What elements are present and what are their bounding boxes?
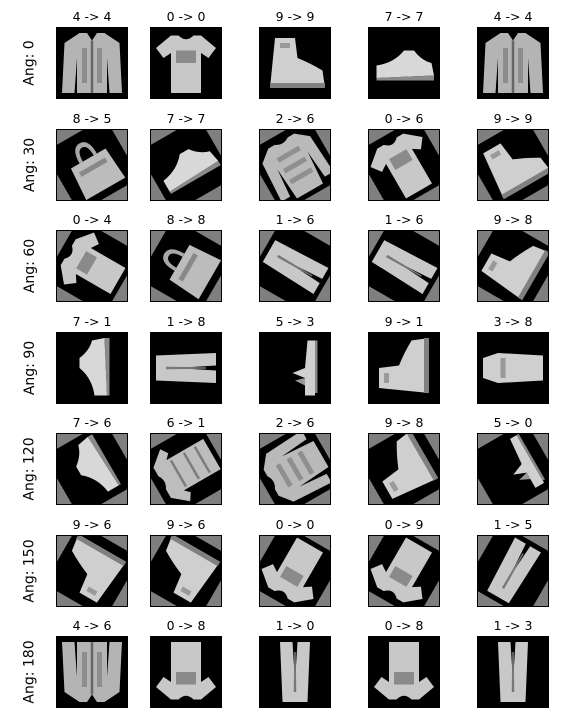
rotated-image-thumbnail [150,534,222,607]
rotated-image-thumbnail [368,331,440,404]
prediction-title: 8 -> 8 [166,212,206,227]
rotated-image-thumbnail [56,636,128,708]
row-angle-label: Ang: 0 [21,27,39,99]
prediction-title: 9 -> 8 [493,212,533,227]
prediction-title: 5 -> 3 [275,313,315,329]
rotated-image-thumbnail [150,128,222,201]
rotated-image-thumbnail [259,534,331,607]
prediction-title: 4 -> 6 [72,618,112,633]
rotated-image-thumbnail [259,636,331,708]
prediction-title: 0 -> 6 [384,110,424,126]
rotated-image-thumbnail [56,27,128,99]
rotated-image-thumbnail [56,230,128,302]
rotated-image-thumbnail [477,128,549,201]
rotated-image-thumbnail [56,331,128,404]
rotated-image-thumbnail [56,128,128,201]
prediction-title: 1 -> 6 [384,212,424,227]
rotated-image-thumbnail [477,534,549,607]
rotated-image-thumbnail [368,230,440,302]
rotated-image-thumbnail [477,230,549,302]
row-angle-label-text: Ang: 30 [22,137,39,192]
row-angle-label: Ang: 30 [21,129,39,201]
prediction-title: 9 -> 8 [384,415,424,430]
rotated-image-thumbnail [150,230,222,302]
prediction-title: 2 -> 6 [275,110,315,126]
row-angle-label: Ang: 90 [21,332,39,404]
prediction-title: 1 -> 6 [275,212,315,227]
prediction-title: 0 -> 0 [275,516,315,532]
rotated-image-thumbnail [150,433,222,505]
prediction-title: 6 -> 1 [166,415,206,430]
rotated-image-thumbnail [150,27,222,99]
prediction-title: 1 -> 8 [166,313,206,329]
prediction-title: 9 -> 6 [72,516,112,532]
prediction-title: 0 -> 4 [72,212,112,227]
rotated-image-thumbnail [259,331,331,404]
prediction-title: 4 -> 4 [493,9,533,24]
rotated-image-thumbnail [477,331,549,404]
row-angle-label-text: Ang: 120 [22,437,39,501]
prediction-title: 0 -> 0 [166,9,206,24]
rotated-image-thumbnail [477,433,549,505]
prediction-title: 9 -> 9 [275,9,315,24]
rotated-image-thumbnail [368,128,440,201]
row-angle-label-text: Ang: 0 [22,40,39,86]
prediction-title: 7 -> 1 [72,313,112,329]
prediction-title: 0 -> 9 [384,516,424,532]
row-angle-label: Ang: 120 [21,433,39,505]
row-angle-label: Ang: 180 [21,636,39,708]
rotated-image-thumbnail [368,27,440,99]
rotated-image-thumbnail [150,636,222,708]
prediction-title: 8 -> 5 [72,110,112,126]
rotated-image-thumbnail [368,433,440,505]
rotated-image-thumbnail [56,534,128,607]
prediction-title: 0 -> 8 [384,618,424,633]
prediction-title: 1 -> 5 [493,516,533,532]
rotated-image-thumbnail [477,27,549,99]
row-angle-label-text: Ang: 60 [22,238,39,294]
rotated-image-thumbnail [56,433,128,505]
row-angle-label: Ang: 150 [21,535,39,607]
row-angle-label-text: Ang: 90 [22,340,39,395]
rotated-image-thumbnail [259,27,331,99]
rotated-image-thumbnail [368,534,440,607]
rotated-image-thumbnail [259,128,331,201]
prediction-title: 7 -> 6 [72,415,112,430]
prediction-title: 1 -> 3 [493,618,533,633]
rotated-image-thumbnail [477,636,549,708]
prediction-title: 5 -> 0 [493,415,533,430]
prediction-title: 1 -> 0 [275,618,315,633]
prediction-title: 7 -> 7 [384,9,424,24]
prediction-title: 3 -> 8 [493,313,533,329]
prediction-title: 0 -> 8 [166,618,206,633]
row-angle-label-text: Ang: 150 [22,538,39,603]
rotated-image-thumbnail [150,331,222,404]
prediction-title: 9 -> 9 [493,110,533,126]
row-angle-label-text: Ang: 180 [22,640,39,704]
rotated-image-thumbnail [368,636,440,708]
rotated-image-thumbnail [259,433,331,505]
prediction-title: 4 -> 4 [72,9,112,24]
rotated-image-thumbnail [259,230,331,302]
prediction-title: 2 -> 6 [275,415,315,430]
prediction-title: 7 -> 7 [166,110,206,126]
prediction-title: 9 -> 1 [384,313,424,329]
row-angle-label: Ang: 60 [21,230,39,302]
prediction-title: 9 -> 6 [166,516,206,532]
